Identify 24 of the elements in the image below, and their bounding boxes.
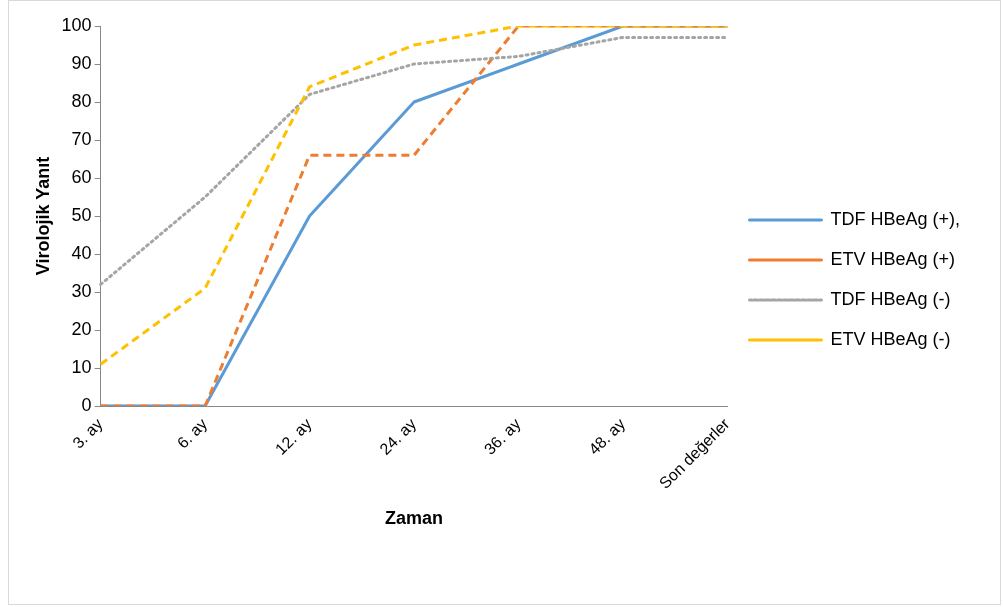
legend-label: TDF HBeAg (+),	[830, 208, 961, 229]
y-tick-label: 70	[71, 128, 92, 149]
legend-label: TDF HBeAg (-)	[830, 288, 951, 309]
y-tick-label: 80	[71, 90, 92, 111]
y-tick-label: 90	[71, 52, 92, 73]
y-tick-label: 30	[71, 281, 92, 301]
y-tick-label: 20	[71, 319, 92, 339]
x-tick-label: 24. ay	[376, 415, 420, 458]
y-tick-label: 0	[81, 395, 92, 416]
line-series	[99, 35, 729, 286]
y-axis-title: Virolojik Yanıt	[32, 156, 53, 276]
y-tick-label: 10	[71, 357, 92, 378]
x-tick-label: 6. ay	[173, 415, 211, 452]
legend-label: ETV HBeAg (-)	[830, 328, 951, 349]
y-tick-label: 40	[71, 242, 92, 263]
y-tick-label: 60	[71, 166, 92, 187]
x-tick-label: 12. ay	[271, 415, 315, 458]
x-axis-title: Zaman	[385, 508, 444, 529]
legend-label: ETV HBeAg (+)	[830, 248, 956, 269]
x-tick-label: 48. ay	[585, 415, 629, 458]
y-tick-label: 100	[61, 14, 92, 35]
x-tick-label: 3. ay	[69, 415, 106, 452]
y-tick-label: 50	[71, 204, 92, 225]
x-tick-label: 36. ay	[480, 415, 524, 458]
